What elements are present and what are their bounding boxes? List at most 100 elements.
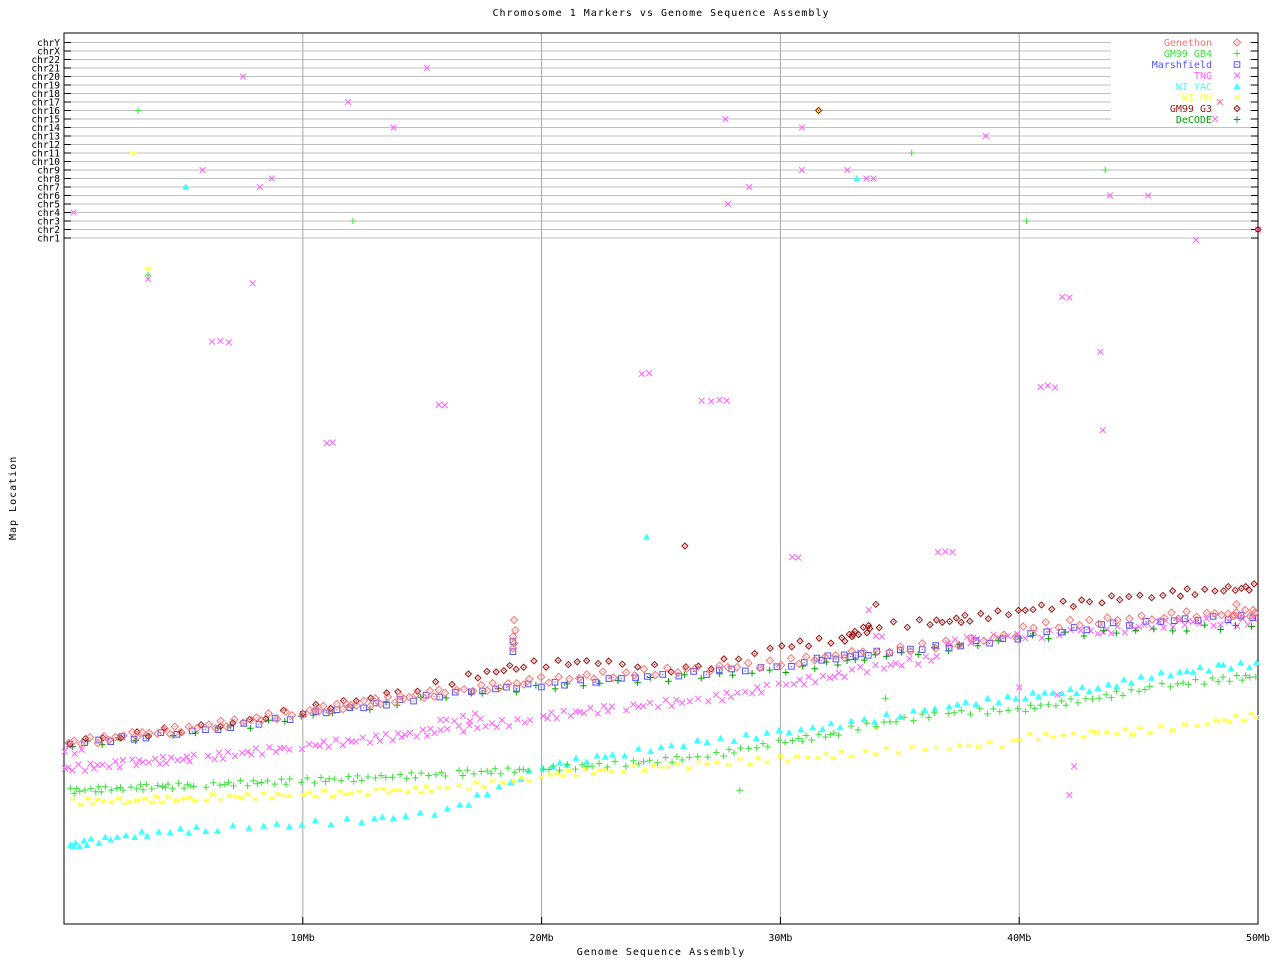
data-point xyxy=(538,683,545,691)
data-point xyxy=(827,639,835,647)
data-point xyxy=(640,758,647,765)
data-point xyxy=(503,679,513,688)
data-point xyxy=(1232,713,1240,719)
data-point xyxy=(778,642,786,650)
data-point xyxy=(955,641,963,648)
data-point xyxy=(705,698,712,705)
data-point xyxy=(665,677,672,685)
data-point xyxy=(1238,676,1246,684)
data-point xyxy=(814,755,822,761)
data-point xyxy=(376,737,384,745)
data-point xyxy=(99,731,109,741)
data-point xyxy=(204,752,212,760)
data-point xyxy=(258,751,266,758)
data-point xyxy=(753,744,761,752)
data-point-outlier xyxy=(789,553,796,561)
data-point xyxy=(1252,673,1260,681)
data-point-other-chromosome xyxy=(1216,98,1224,106)
data-point xyxy=(1217,610,1226,620)
data-point xyxy=(358,818,366,826)
data-point-outlier xyxy=(1097,348,1104,356)
data-point xyxy=(459,772,467,779)
data-point xyxy=(422,691,430,699)
data-point-other-chromosome xyxy=(798,166,806,174)
data-point xyxy=(822,733,829,741)
data-point xyxy=(456,801,464,808)
data-point xyxy=(247,725,254,732)
data-point xyxy=(322,778,329,785)
data-point xyxy=(622,762,630,770)
data-point xyxy=(1085,598,1094,606)
data-point xyxy=(1245,586,1253,594)
data-point xyxy=(667,741,675,749)
data-point xyxy=(784,758,792,764)
data-point xyxy=(305,741,313,748)
data-point xyxy=(600,702,608,710)
data-point xyxy=(455,767,463,774)
data-point xyxy=(546,772,554,778)
data-point xyxy=(713,749,720,756)
data-point xyxy=(1183,627,1191,635)
data-point xyxy=(1147,615,1157,624)
data-point xyxy=(1042,731,1049,737)
data-point xyxy=(875,623,883,632)
data-point xyxy=(251,796,259,802)
data-point xyxy=(492,668,500,676)
data-point xyxy=(565,674,574,684)
data-point xyxy=(480,784,487,790)
data-point xyxy=(854,630,863,639)
data-point xyxy=(872,751,880,757)
data-point xyxy=(678,699,686,707)
data-point xyxy=(448,680,456,689)
chromosome-row-label: chr13 xyxy=(31,132,60,143)
data-point xyxy=(967,633,977,643)
data-point xyxy=(213,827,222,834)
data-point xyxy=(1248,605,1258,615)
data-point xyxy=(1037,701,1045,709)
data-point xyxy=(1082,695,1090,703)
data-point xyxy=(1181,721,1189,728)
data-point-outlier xyxy=(941,548,949,555)
data-point xyxy=(691,663,700,673)
data-point xyxy=(465,801,473,808)
data-point xyxy=(431,811,439,818)
data-point xyxy=(492,685,499,693)
data-point xyxy=(595,760,603,767)
data-point xyxy=(915,616,924,624)
data-point xyxy=(979,636,989,646)
data-point xyxy=(998,744,1006,750)
data-point xyxy=(1098,599,1106,607)
data-point xyxy=(229,715,239,724)
data-point xyxy=(785,728,793,736)
data-point xyxy=(359,696,369,706)
data-point xyxy=(748,690,756,697)
x-tick-label: 20Mb xyxy=(530,933,554,944)
data-point xyxy=(657,743,665,751)
data-point xyxy=(1045,701,1052,709)
data-point xyxy=(1103,613,1112,622)
data-point xyxy=(712,691,720,698)
data-point xyxy=(673,667,683,677)
data-point xyxy=(729,671,736,679)
data-point xyxy=(673,753,681,760)
data-point xyxy=(667,668,675,676)
data-point xyxy=(521,719,529,726)
data-point xyxy=(986,739,993,745)
data-point xyxy=(191,797,198,804)
data-point-outlier xyxy=(323,439,330,447)
data-point xyxy=(851,627,859,636)
data-point xyxy=(863,629,871,637)
data-point xyxy=(1168,727,1176,734)
data-point xyxy=(1035,736,1042,743)
data-point xyxy=(297,779,305,786)
data-point xyxy=(1242,582,1250,591)
data-point xyxy=(872,647,882,657)
data-point xyxy=(895,750,902,756)
data-point xyxy=(763,729,771,736)
data-point xyxy=(1103,729,1111,736)
data-point xyxy=(826,674,834,682)
data-point xyxy=(1183,667,1191,674)
chromosome-row-label: chr22 xyxy=(31,55,60,66)
data-point xyxy=(216,781,224,789)
data-point xyxy=(370,814,378,822)
